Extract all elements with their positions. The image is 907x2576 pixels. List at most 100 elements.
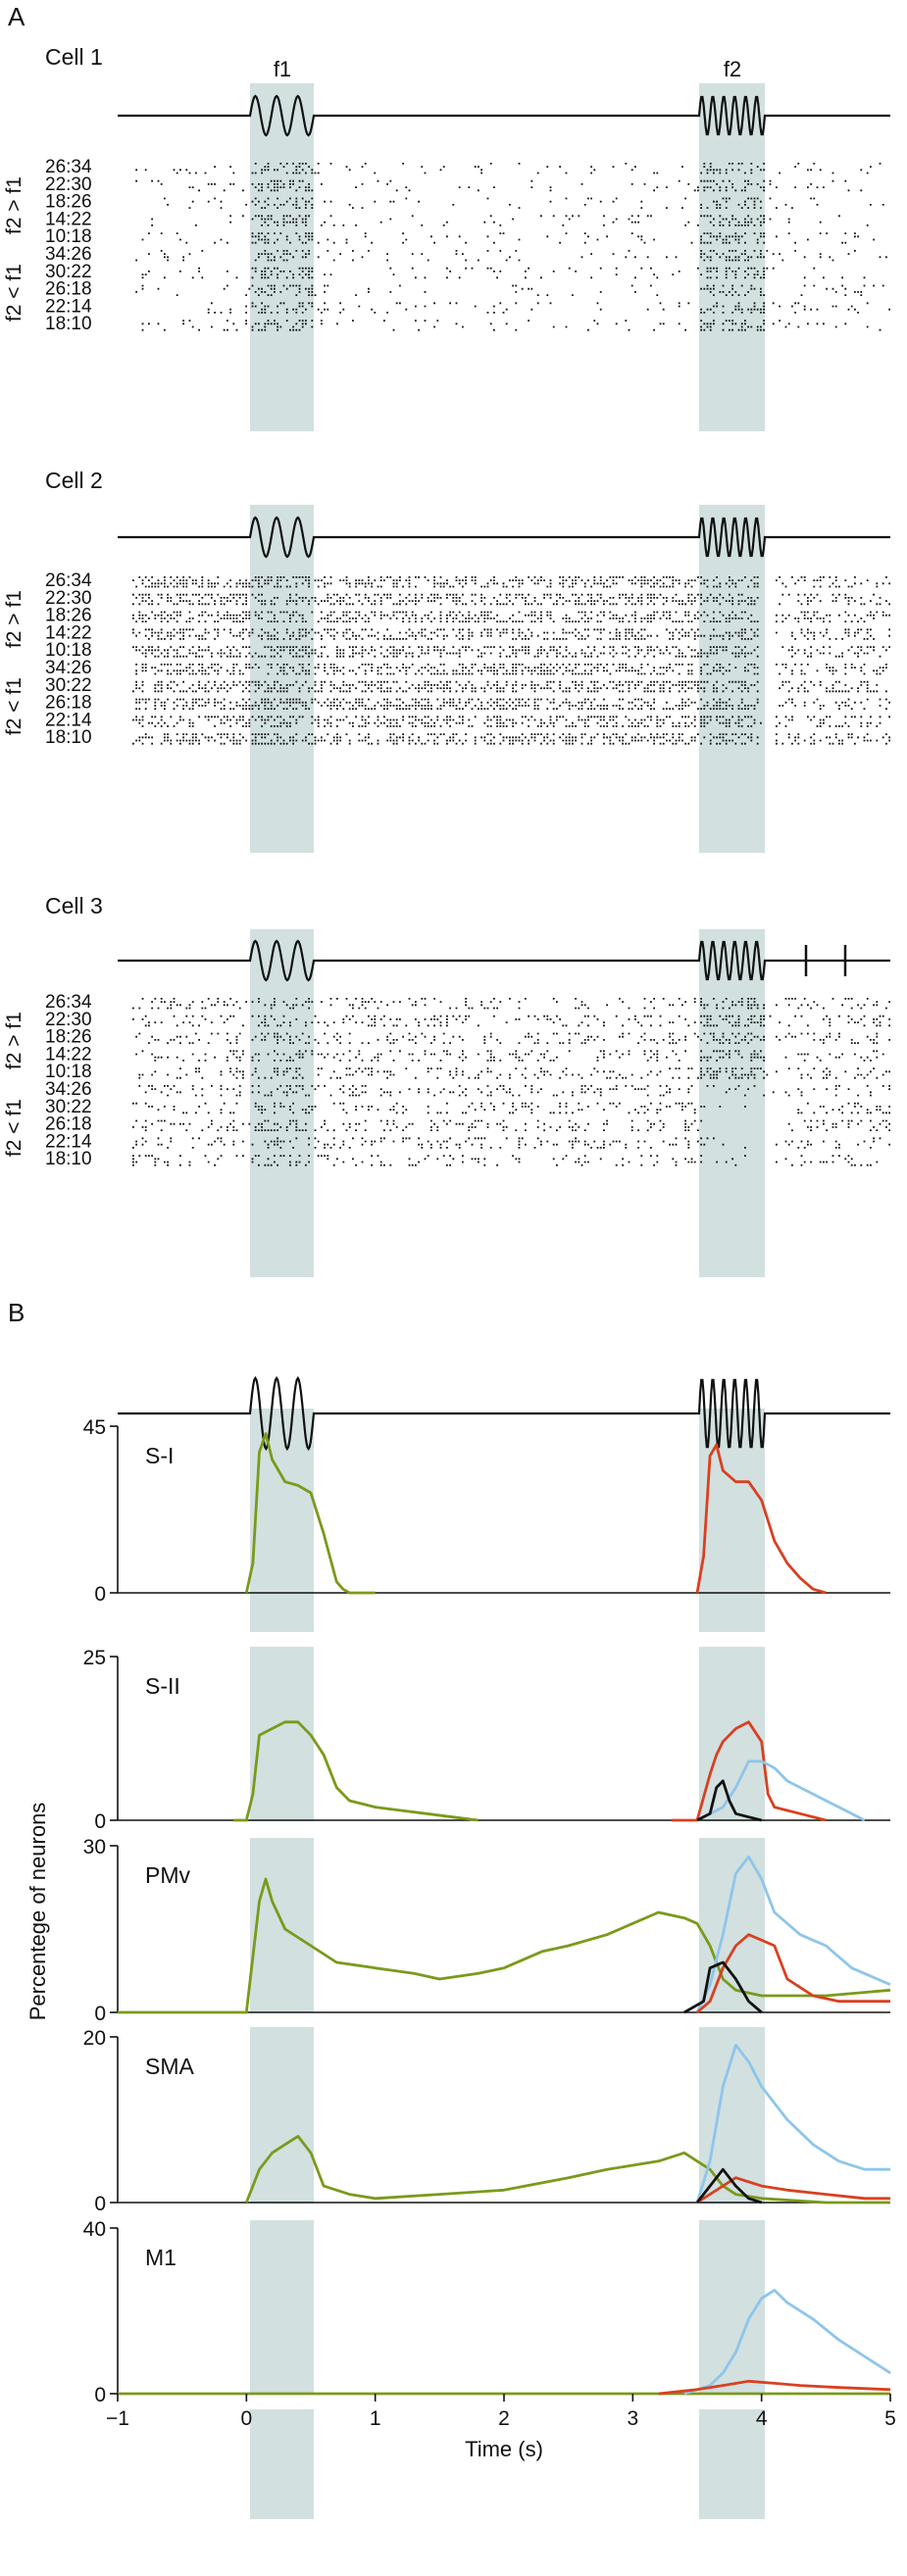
spikes-cell3-row-0-2 <box>170 1004 879 1007</box>
spikes-cell1-row-2-1 <box>191 200 762 203</box>
shade-f1-3 <box>250 1409 314 1632</box>
cell3-row-label: 30:22 <box>45 1097 92 1117</box>
y-tick-label: 40 <box>83 2218 106 2241</box>
spikes-cell3-row-4-2 <box>138 1073 884 1076</box>
shade-f2-7 <box>699 2220 765 2394</box>
spikes-cell2-row-4-3 <box>144 655 882 658</box>
cell2-row-label: 14:22 <box>45 622 92 643</box>
stim-label-f1: f1 <box>274 57 291 81</box>
spikes-cell1-row-5-3 <box>135 259 834 262</box>
shade-f1-8 <box>250 2409 314 2519</box>
spikes-cell1-row-2-3 <box>188 207 793 209</box>
x-tick-label: 1 <box>370 2407 381 2430</box>
spikes-cell1-row-9-2 <box>191 325 869 328</box>
x-tick-label: 5 <box>884 2407 896 2430</box>
spikes-cell1-row-2-2 <box>167 204 884 206</box>
cell3-row-label: 34:26 <box>45 1079 92 1100</box>
cell2-group-upper: f2 > f1 <box>3 590 25 648</box>
spikes-cell2-row-2-3 <box>135 620 866 622</box>
raster-label-layer: 26:3422:3018:2614:2210:1834:2630:2226:18… <box>3 157 92 1169</box>
cell2-row-label: 30:22 <box>45 675 92 696</box>
series-line <box>696 1759 866 1822</box>
chart-title: PMv <box>145 1862 191 1888</box>
spikes-cell3-row-0-3 <box>132 1007 887 1010</box>
spikes-cell1-row-7-0 <box>141 284 884 287</box>
spikes-cell3-row-2-0 <box>138 1032 879 1035</box>
cell1-group-lower: f2 < f1 <box>3 264 25 322</box>
spikes-cell1-row-0-0 <box>254 163 882 165</box>
cell3-row-label: 18:10 <box>45 1149 92 1169</box>
spikes-cell3-row-6-2 <box>157 1109 882 1111</box>
chart-title: S-I <box>145 1443 174 1468</box>
spikes-cell1-row-6-2 <box>141 273 766 275</box>
spikes-cell2-row-6-1 <box>135 684 879 686</box>
cell2-row-label: 10:18 <box>45 640 92 661</box>
spikes-cell3-row-9-2 <box>132 1161 879 1164</box>
spikes-cell1-row-8-2 <box>207 308 891 311</box>
shade-f1-2 <box>250 929 314 1277</box>
spikes-cell3-row-5-3 <box>167 1094 872 1097</box>
cell2-row-label: 26:34 <box>45 570 92 591</box>
spikes-cell3-row-7-1 <box>151 1122 890 1125</box>
spikes-cell2-row-8-2 <box>138 721 882 724</box>
cell3-group-upper: f2 > f1 <box>3 1012 25 1069</box>
spikes-cell2-row-3-0 <box>132 628 890 631</box>
spikes-cell2-row-2-2 <box>132 618 875 619</box>
y-tick-label: 0 <box>94 1583 106 1606</box>
series-line <box>244 2135 890 2204</box>
spikes-cell2-row-2-1 <box>132 614 890 617</box>
spikes-cell2-row-5-1 <box>141 667 887 669</box>
spikes-cell2-row-5-0 <box>135 664 887 666</box>
spikes-cell1-row-4-1 <box>251 235 860 238</box>
spikes-cell3-row-4-0 <box>179 1067 875 1069</box>
spikes-cell1-row-5-1 <box>148 253 850 255</box>
y-tick-label: 0 <box>94 1810 106 1833</box>
spikes-cell2-row-9-2 <box>135 739 890 742</box>
spikes-cell2-row-9-0 <box>144 733 887 735</box>
spikes-cell3-row-8-2 <box>135 1143 890 1146</box>
chart-title: SMA <box>145 2054 195 2079</box>
series-line <box>244 1432 376 1595</box>
spikes-cell3-row-3-2 <box>154 1056 879 1059</box>
y-tick-label: 45 <box>83 1416 106 1439</box>
cell1-row-label: 22:30 <box>45 174 92 195</box>
cell2-row-label: 18:26 <box>45 606 92 626</box>
spikes-cell3-row-1-3 <box>144 1024 891 1027</box>
spikes-cell2-row-1-1 <box>135 597 882 599</box>
chart-title: S-II <box>145 1673 180 1699</box>
spikes-cell2-row-9-3 <box>132 742 887 745</box>
cell2-row-label: 22:14 <box>45 710 92 730</box>
series-line <box>658 2379 891 2396</box>
cell3-row-label: 26:34 <box>45 992 92 1013</box>
cell1-row-label: 30:22 <box>45 262 92 282</box>
spikes-cell3-row-1-1 <box>132 1018 890 1020</box>
spikes-cell1-row-3-1 <box>151 218 790 221</box>
spikes-cell1-row-1-1 <box>160 183 813 185</box>
shade-f2-8 <box>699 2409 765 2519</box>
spikes-cell1-row-8-0 <box>211 302 869 305</box>
spikes-cell3-row-7-2 <box>132 1126 887 1128</box>
series-line <box>696 1933 890 2014</box>
spikes-cell3-row-6-1 <box>148 1106 890 1108</box>
spikes-cell1-row-7-2 <box>135 291 863 293</box>
stimulus-trace-cell3 <box>118 939 890 982</box>
stimulus-trace-b <box>118 1375 890 1452</box>
spikes-cell2-row-7-1 <box>135 701 890 704</box>
cell2-row-label: 26:18 <box>45 693 92 714</box>
raster-spikes-layer <box>132 163 891 1166</box>
x-tick-label: 4 <box>756 2407 768 2430</box>
cell-title-1: Cell 1 <box>45 44 103 70</box>
spikes-cell1-row-0-2 <box>135 169 863 172</box>
spikes-cell3-row-2-3 <box>148 1042 879 1044</box>
cell1-row-label: 14:22 <box>45 209 92 229</box>
shade-f1-1 <box>250 505 314 853</box>
spikes-cell2-row-1-3 <box>132 603 890 606</box>
spikes-cell2-row-4-1 <box>135 649 887 652</box>
cell3-row-label: 22:30 <box>45 1010 92 1030</box>
spikes-cell2-row-8-3 <box>141 725 879 727</box>
series-line <box>695 2044 890 2204</box>
stimulus-shading-layer <box>250 83 765 2519</box>
shade-f2-3 <box>699 1409 765 1632</box>
